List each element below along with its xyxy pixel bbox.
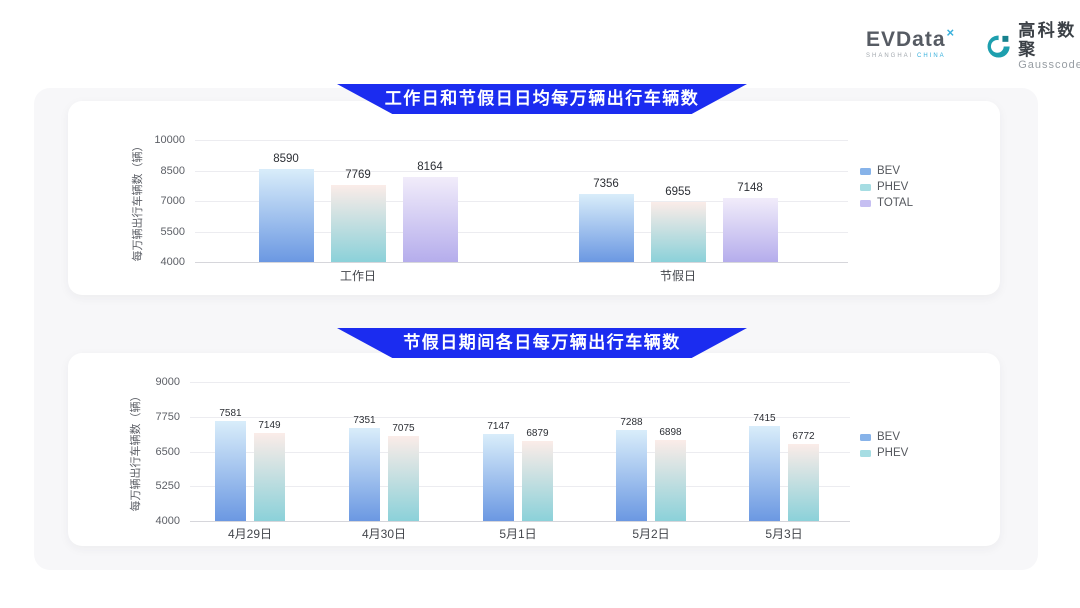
legend-item-bev[interactable]: BEV	[860, 165, 913, 177]
bar-phev[interactable]	[388, 435, 419, 521]
bar-phev[interactable]	[330, 185, 386, 262]
evdata-wordmark: EVData×	[866, 22, 955, 51]
legend-swatch	[860, 199, 871, 207]
bar-phev[interactable]	[254, 433, 285, 521]
bar-bev[interactable]	[483, 433, 514, 521]
legend-label: PHEV	[877, 447, 909, 459]
chart-title-2: 节假日期间各日每万辆出行车辆数	[403, 333, 681, 352]
chart-title-banner-2: 节假日期间各日每万辆出行车辆数	[337, 328, 747, 358]
legend: BEV PHEV TOTAL	[860, 165, 913, 209]
evdata-subtext-right: CHINA	[917, 53, 946, 59]
bar-bev[interactable]	[749, 426, 780, 521]
gausscode-icon	[987, 35, 1010, 58]
bar-bev[interactable]	[616, 429, 647, 521]
legend-label: TOTAL	[877, 197, 913, 209]
bar-phev[interactable]	[655, 440, 686, 521]
gausscode-logo: 高科数聚 Gausscode	[985, 21, 1080, 72]
bar-phev[interactable]	[650, 201, 706, 262]
gausscode-wordmark: 高科数聚 Gausscode	[1018, 21, 1080, 72]
bar-bev[interactable]	[349, 427, 380, 521]
evdata-x-icon: ×	[946, 25, 956, 40]
chart-title-1: 工作日和节假日日均每万辆出行车辆数	[384, 89, 700, 108]
chart-title-banner-1: 工作日和节假日日均每万辆出行车辆数	[337, 84, 747, 114]
bar-total[interactable]	[722, 197, 778, 262]
gausscode-cn-text: 高科数聚	[1018, 21, 1077, 59]
legend-label: BEV	[877, 165, 901, 177]
legend-item-bev[interactable]: BEV	[860, 431, 908, 443]
legend-swatch	[860, 449, 871, 457]
legend-swatch	[860, 433, 871, 441]
evdata-logo: EVData× SHANGHAI CHINA	[866, 22, 955, 59]
bar-bev[interactable]	[578, 193, 634, 262]
legend-swatch	[860, 183, 871, 191]
evdata-text: EVData	[866, 28, 946, 51]
evdata-subtext-left: SHANGHAI	[866, 53, 914, 59]
bar-total[interactable]	[402, 177, 458, 262]
bar-bev[interactable]	[258, 168, 314, 262]
evdata-subtext: SHANGHAI CHINA	[866, 53, 955, 59]
legend-item-phev[interactable]: PHEV	[860, 447, 908, 459]
legend-swatch	[860, 167, 871, 175]
legend: BEV PHEV	[860, 431, 908, 459]
legend-item-total[interactable]: TOTAL	[860, 197, 913, 209]
bar-bev[interactable]	[215, 421, 246, 521]
bar-phev[interactable]	[788, 443, 819, 521]
gausscode-en-text: Gausscode	[1018, 59, 1080, 71]
legend-item-phev[interactable]: PHEV	[860, 181, 913, 193]
legend-label: PHEV	[877, 181, 909, 193]
legend-label: BEV	[877, 431, 901, 443]
bar-phev[interactable]	[522, 440, 553, 521]
